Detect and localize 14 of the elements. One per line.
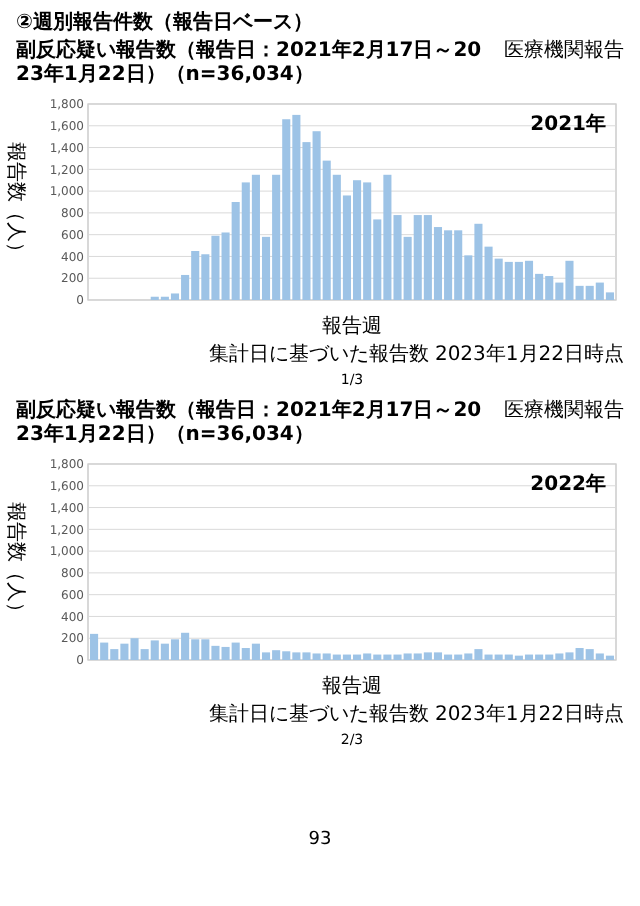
text: 医療機関報告 [504,398,624,422]
x-axis-title: 報告週 [322,674,382,698]
y-axis-title: 報告数（人） [4,142,28,262]
chart-subtitle: 副反応疑い報告数（報告日：2021年2月17日～2023年1月22日）（n=36,034） [16,38,482,86]
x-axis-title: 報告週 [322,314,382,338]
text: 93 [308,830,332,850]
annotation: 2021年 [530,112,606,136]
annotation: 2022年 [530,472,606,496]
chart-title: ②週別報告件数（報告日ベース） [16,10,313,34]
chart-subtitle: 副反応疑い報告数（報告日：2021年2月17日～2023年1月22日）（n=36,034） [16,398,482,446]
text: 集計日に基づいた報告数 2023年1月22日時点 [208,702,624,726]
text: 医療機関報告 [504,38,624,62]
text: 集計日に基づいた報告数 2023年1月22日時点 [208,342,624,366]
y-axis-title: 報告数（人） [4,502,28,622]
